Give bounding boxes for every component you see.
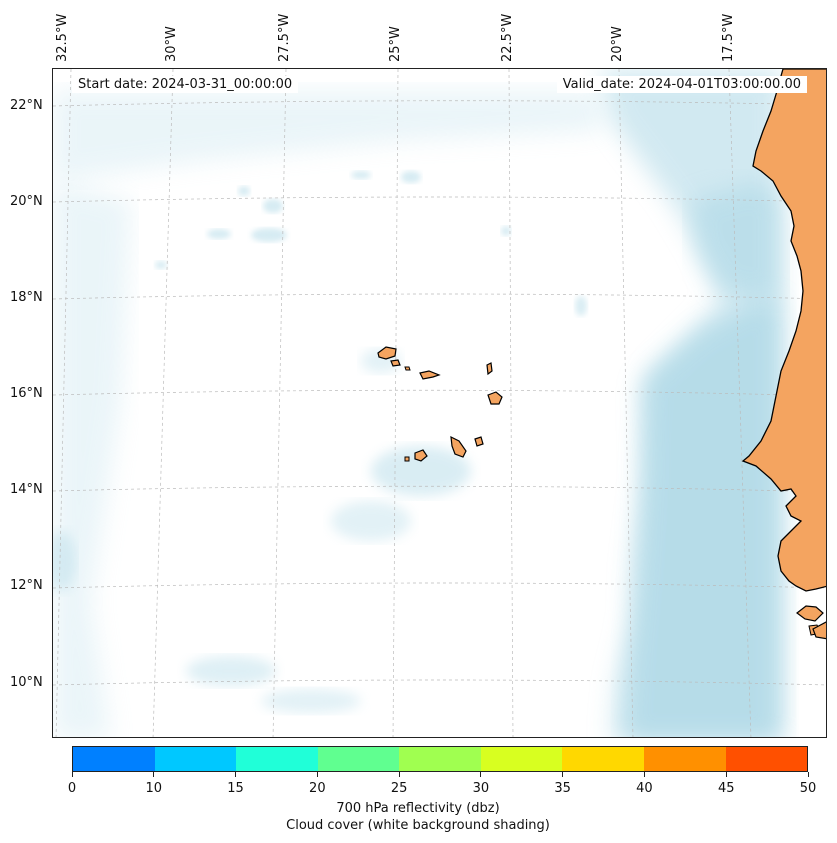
cloud-patch-south: [186, 656, 276, 686]
island-santa-luzia: [404, 366, 411, 371]
colorbar-tick-mark: [562, 772, 564, 777]
island-sal: [486, 362, 493, 376]
colorbar-label: 700 hPa reflectivity (dbz): [336, 801, 500, 816]
meridian-32-5w: [55, 69, 72, 737]
cloud-band-coastal-dense: [626, 301, 781, 737]
cloud-blob-4: [263, 199, 283, 213]
colorbar-bin-30-35: [480, 747, 563, 771]
start-date-label: Start date: 2024-03-31_00:00:00: [72, 76, 299, 93]
cloud-patch-islands: [371, 446, 471, 496]
reflectivity-colorbar: [72, 746, 808, 772]
map-canvas: [53, 69, 826, 737]
colorbar-tick-label: 30: [472, 781, 490, 796]
colorbar-bin-10-15: [154, 747, 237, 771]
lon-label-17-5w: 17.5°W: [721, 13, 736, 62]
meridian-17-5w: [728, 69, 752, 737]
colorbar-tick-mark: [725, 772, 727, 777]
lat-label-14n: 14°N: [10, 482, 43, 497]
meridian-27-5w: [272, 69, 287, 737]
colorbar-tick-mark: [643, 772, 645, 777]
colorbar-sublabel: Cloud cover (white background shading): [286, 818, 550, 833]
colorbar-bin-0-10: [73, 747, 155, 771]
colorbar-tick-mark: [316, 772, 318, 777]
colorbar-tick-label: 35: [554, 781, 571, 796]
colorbar-tick-mark: [153, 772, 155, 777]
colorbar-tick-mark: [807, 772, 809, 777]
meridian-22-5w: [508, 69, 514, 737]
colorbar-bin-45-50: [725, 747, 808, 771]
island-santiago: [450, 435, 467, 458]
lon-label-22-5w: 22.5°W: [500, 13, 515, 62]
lon-label-25w: 25°W: [388, 26, 403, 62]
cloud-blob-9: [575, 296, 587, 316]
land-mainland: [741, 69, 826, 592]
cloud-blob-1: [251, 228, 287, 242]
parallel-12n: [53, 582, 826, 589]
lat-label-12n: 12°N: [10, 578, 43, 593]
colorbar-tick-label: 10: [145, 781, 163, 796]
cloud-patch-islands-2: [331, 501, 411, 541]
island-brava: [404, 456, 410, 462]
cloud-patch-sw: [53, 531, 76, 591]
parallel-18n: [53, 293, 826, 300]
colorbar-tick-mark: [398, 772, 400, 777]
island-santo-antao: [377, 346, 397, 360]
cloud-blob-6: [501, 226, 511, 236]
colorbar-bin-20-25: [317, 747, 400, 771]
colorbar-tick-label: 40: [636, 781, 653, 796]
cloud-diffuse-north: [53, 91, 601, 181]
cloud-blob-2: [207, 229, 231, 239]
colorbar-tick-mark: [235, 772, 237, 777]
lon-label-27-5w: 27.5°W: [277, 13, 292, 62]
meridian-30w: [152, 69, 174, 737]
colorbar-tick-mark: [71, 772, 73, 777]
lon-label-30w: 30°W: [164, 26, 179, 62]
cloud-diffuse-west: [53, 181, 131, 737]
lon-label-32-5w: 32.5°W: [55, 13, 70, 62]
land-south-coast: [812, 621, 826, 640]
cape-verde-islands: [377, 346, 503, 462]
colorbar-bin-35-40: [562, 747, 644, 771]
cloud-blob-7: [155, 261, 167, 269]
island-sao-nicolau: [419, 370, 441, 380]
island-maio: [474, 436, 484, 447]
parallel-14n: [53, 485, 826, 493]
lat-label-10n: 10°N: [10, 675, 43, 690]
cloud-blob-3: [238, 186, 250, 196]
colorbar-tick-label: 0: [67, 781, 77, 796]
parallel-16n: [53, 389, 826, 397]
island-boa-vista: [487, 391, 503, 405]
parallel-22n: [53, 100, 826, 107]
island-sao-vicente: [390, 359, 401, 367]
colorbar-bin-15-20: [236, 747, 318, 771]
graticule: [53, 69, 826, 737]
parallel-20n: [53, 196, 826, 203]
land-africa: [741, 69, 826, 640]
meridian-20w: [618, 69, 634, 737]
colorbar-tick-label: 15: [227, 781, 244, 796]
island-fogo: [414, 449, 428, 462]
lat-label-22n: 22°N: [10, 98, 43, 113]
cloud-blob-5: [401, 171, 421, 183]
cloud-band-northeast: [691, 181, 781, 301]
lat-label-20n: 20°N: [10, 194, 43, 209]
colorbar-bin-25-30: [399, 747, 481, 771]
parallel-10n: [53, 679, 826, 686]
colorbar-tick-label: 50: [799, 781, 817, 796]
colorbar-tick-label: 45: [717, 781, 735, 796]
colorbar-tick-mark: [480, 772, 482, 777]
cloud-patch-south-2: [261, 689, 361, 713]
colorbar-tick-label: 25: [390, 781, 408, 796]
colorbar-tick-label: 20: [309, 781, 326, 796]
cloud-cover-shading: [53, 69, 781, 737]
colorbar-bin-40-45: [643, 747, 726, 771]
valid-date-label: Valid_date: 2024-04-01T03:00:00.00: [556, 76, 807, 93]
meridian-25w: [392, 69, 399, 737]
map-frame: [52, 68, 827, 738]
lat-label-16n: 16°N: [10, 386, 43, 401]
cloud-blob-8: [351, 171, 371, 179]
lon-label-20w: 20°W: [610, 26, 625, 62]
land-guinea-bissau: [796, 605, 824, 622]
lat-label-18n: 18°N: [10, 290, 43, 305]
